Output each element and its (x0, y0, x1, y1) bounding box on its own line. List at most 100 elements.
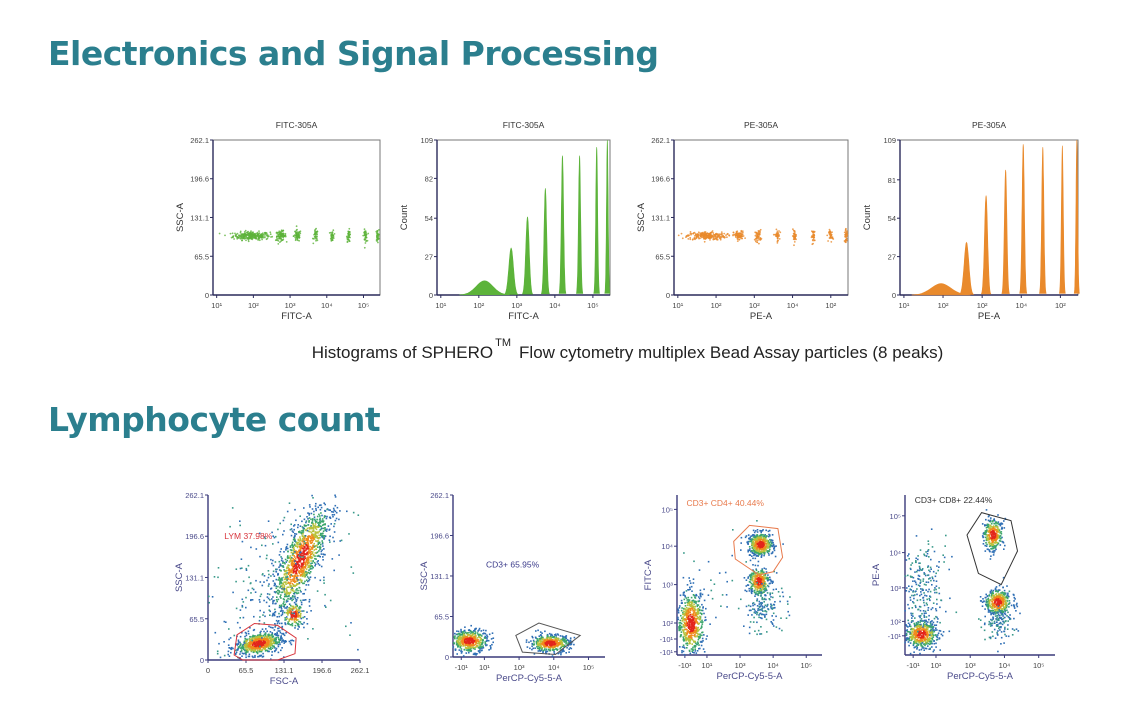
event-dot (736, 238, 739, 241)
event-dot (255, 548, 258, 550)
event-dot (244, 631, 247, 634)
event-dot (683, 624, 685, 627)
event-dot (480, 643, 483, 645)
event-dot (468, 651, 470, 654)
event-dot (329, 535, 331, 538)
event-dot (240, 237, 243, 240)
event-dot (528, 641, 530, 644)
event-dot (739, 236, 742, 239)
event-dot (283, 561, 285, 564)
event-dot (312, 528, 315, 530)
event-dot (793, 244, 795, 247)
event-dot (266, 596, 269, 598)
event-dot (274, 626, 276, 628)
cell-population (677, 569, 717, 656)
event-dot (679, 619, 682, 622)
event-dot (551, 645, 553, 648)
event-dot (314, 231, 316, 234)
y-axis-label: FITC-A (643, 559, 654, 590)
event-dot (228, 628, 230, 630)
event-dot (464, 631, 467, 634)
event-dot (256, 637, 258, 639)
event-dot (271, 615, 274, 617)
event-dot (254, 591, 257, 593)
event-dot (532, 647, 534, 650)
event-dot (555, 648, 557, 650)
event-dot (679, 605, 681, 607)
event-dot (485, 640, 488, 642)
event-dot (290, 534, 293, 537)
event-dot (316, 540, 319, 543)
event-dot (285, 549, 287, 551)
event-dot (454, 632, 456, 635)
event-dot (241, 646, 243, 648)
event-dot (467, 648, 470, 651)
event-dot (295, 614, 298, 617)
event-dot (265, 601, 268, 604)
event-dot (299, 551, 302, 553)
event-dot (463, 648, 466, 651)
event-dot (323, 538, 325, 540)
event-dot (279, 585, 282, 587)
event-dot (559, 647, 562, 649)
event-dot (546, 634, 549, 637)
event-dot (471, 641, 474, 643)
event-dot (331, 239, 334, 242)
event-dot (246, 231, 249, 234)
event-dot (726, 232, 729, 235)
event-dot (484, 642, 487, 645)
event-dot (566, 643, 569, 646)
event-dot (281, 613, 284, 616)
event-dot (261, 238, 263, 241)
event-dot (333, 513, 336, 516)
event-dot (291, 543, 293, 546)
caption-prefix: Histograms of SPHERO (311, 343, 494, 362)
event-dot (294, 627, 296, 629)
event-dot (826, 234, 829, 237)
event-dot (319, 547, 321, 549)
event-dot (299, 536, 301, 538)
event-dot (545, 637, 548, 639)
event-dot (300, 612, 302, 615)
bead-cluster (791, 228, 797, 247)
bead-cluster (753, 228, 763, 245)
event-dot (302, 616, 304, 619)
event-dot (273, 591, 276, 593)
event-dot (294, 616, 296, 618)
event-dot (252, 231, 255, 234)
event-dot (738, 238, 740, 241)
event-dot (289, 598, 291, 600)
y-tick-label: 131.1 (190, 213, 209, 222)
event-dot (286, 591, 288, 594)
event-dot (332, 511, 335, 513)
event-dot (325, 517, 328, 520)
event-dot (699, 589, 702, 592)
histogram-peak (1059, 145, 1066, 294)
event-dot (297, 592, 300, 594)
event-dot (322, 553, 325, 555)
event-dot (283, 578, 286, 581)
event-dot (239, 609, 242, 611)
event-dot (305, 521, 307, 524)
event-dot (333, 523, 336, 525)
event-dot (348, 236, 351, 239)
event-dot (302, 527, 305, 529)
event-dot (690, 625, 693, 627)
y-tick-label: 262.1 (185, 491, 204, 500)
event-dot (271, 651, 273, 653)
event-dot (312, 535, 315, 537)
event-dot (677, 616, 679, 619)
event-dot (283, 574, 286, 576)
event-dot (298, 235, 300, 238)
event-dot (309, 576, 312, 578)
x-tick-label: 10² (977, 301, 988, 310)
event-dot (244, 649, 246, 651)
event-dot (322, 537, 325, 539)
event-dot (712, 235, 714, 238)
event-dot (251, 599, 254, 601)
event-dot (535, 640, 538, 643)
event-dot (320, 506, 323, 509)
event-dot (311, 522, 313, 524)
event-dot (310, 512, 313, 515)
event-dot (679, 628, 682, 631)
